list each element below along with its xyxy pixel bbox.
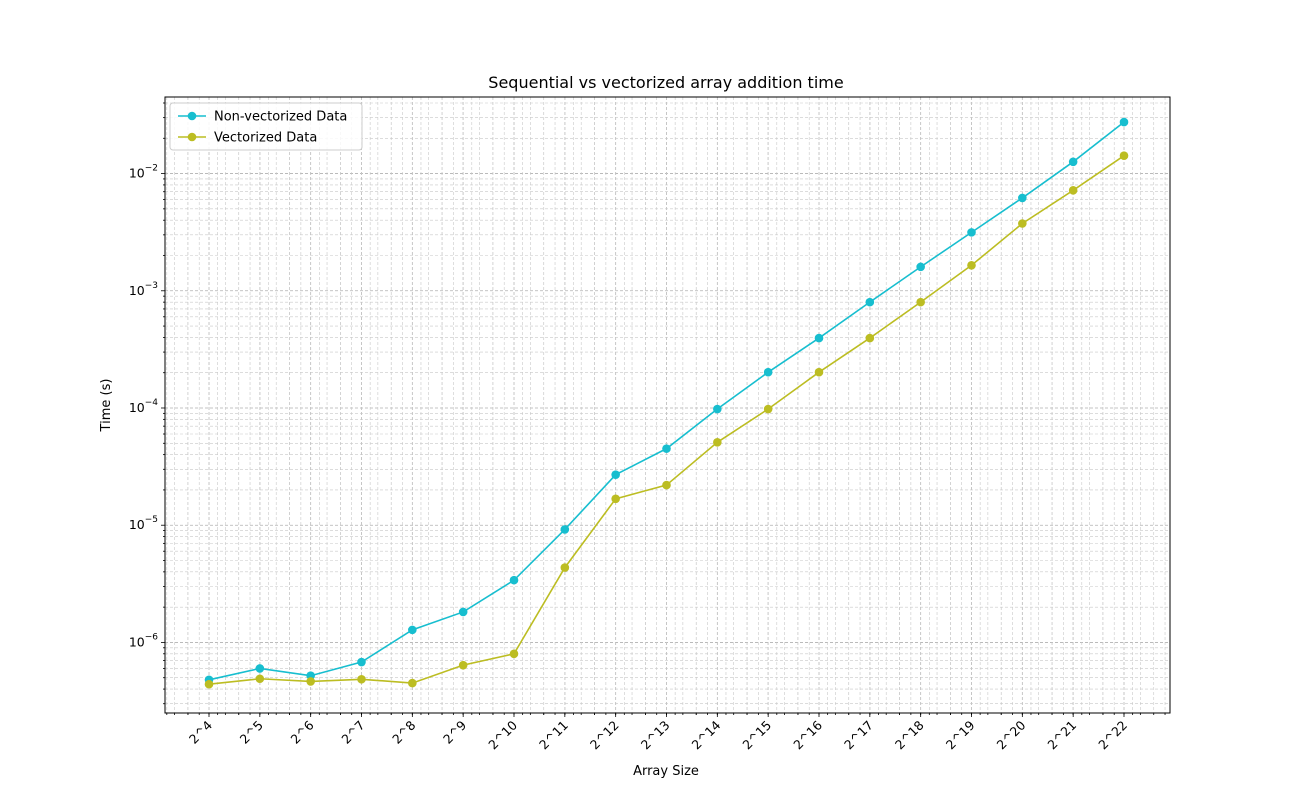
series-group bbox=[204, 117, 1129, 689]
series-1-point bbox=[357, 657, 366, 667]
y-tick-label: 10−2 bbox=[129, 164, 158, 181]
series-2-point bbox=[763, 404, 773, 414]
series-2-point bbox=[509, 649, 519, 659]
series-1-point bbox=[408, 625, 417, 635]
series-1-point bbox=[255, 664, 265, 673]
series-1-point bbox=[1018, 193, 1027, 203]
series-1-point bbox=[865, 297, 875, 307]
legend-label: Vectorized Data bbox=[214, 131, 317, 146]
plot-area bbox=[164, 96, 1171, 714]
series-2-point bbox=[916, 297, 925, 307]
x-tick-label: 2^18 bbox=[892, 717, 927, 752]
y-tick-label: 10−4 bbox=[129, 398, 158, 415]
series-2-point bbox=[713, 437, 722, 447]
series-2-point bbox=[1018, 219, 1027, 228]
series-2-point bbox=[458, 660, 468, 670]
series-2-point bbox=[408, 678, 417, 688]
series-1-point bbox=[662, 444, 671, 453]
series-2-point bbox=[967, 260, 976, 270]
x-tick-label: 2^10 bbox=[485, 717, 520, 752]
series-2-point bbox=[357, 674, 366, 684]
x-tick-label: 2^19 bbox=[943, 717, 978, 752]
series-2-point bbox=[611, 494, 620, 504]
y-tick-label: 10−5 bbox=[129, 515, 158, 532]
grid bbox=[165, 97, 1170, 713]
x-tick-label: 2^13 bbox=[638, 718, 673, 753]
x-tick-label: 2^4 bbox=[186, 717, 215, 746]
x-tick-label: 2^8 bbox=[389, 717, 418, 746]
series-1-point bbox=[763, 367, 773, 377]
series-line-1 bbox=[208, 121, 1125, 681]
series-2-point bbox=[1068, 185, 1078, 195]
x-tick-label: 2^22 bbox=[1095, 718, 1130, 753]
x-tick-label: 2^21 bbox=[1044, 718, 1079, 753]
series-1-point bbox=[814, 333, 824, 343]
series-2-point bbox=[814, 367, 824, 377]
x-tick-label: 2^7 bbox=[338, 718, 367, 747]
x-tick-label: 2^14 bbox=[689, 717, 724, 752]
series-1-point bbox=[916, 262, 925, 272]
y-tick-label: 10−6 bbox=[129, 632, 158, 649]
x-tick-label: 2^11 bbox=[536, 718, 571, 753]
legend-marker bbox=[187, 111, 197, 121]
series-1-point bbox=[1119, 117, 1129, 127]
x-tick-label: 2^6 bbox=[288, 717, 317, 746]
series-1-point bbox=[560, 525, 570, 534]
y-axis-label: Time (s) bbox=[99, 379, 114, 433]
series-1-point bbox=[967, 228, 976, 237]
legend-box bbox=[169, 102, 363, 151]
axis-ticks: 2^4 2^5 2^6 2^7 2^8 2^9 2^10 2^11 2^12 2^13 2^14 2^… bbox=[129, 102, 1166, 753]
series-1-point bbox=[509, 575, 519, 585]
series-1-point bbox=[611, 470, 620, 479]
x-tick-label: 2^12 bbox=[587, 718, 622, 753]
x-tick-label: 2^20 bbox=[994, 717, 1029, 752]
series-2-point bbox=[865, 333, 875, 343]
x-tick-label: 2^15 bbox=[739, 718, 774, 753]
series-1-point bbox=[458, 607, 468, 617]
series-2-point bbox=[560, 563, 570, 572]
y-tick-label: 10−3 bbox=[129, 281, 158, 298]
series-2-point bbox=[306, 677, 315, 686]
series-2-point bbox=[1119, 151, 1129, 161]
legend-label: Non-vectorized Data bbox=[214, 110, 347, 125]
series-2-point bbox=[255, 674, 265, 684]
chart-title: Sequential vs vectorized array addition … bbox=[488, 73, 843, 92]
legend: Non-vectorized Data Vectorized Data bbox=[169, 102, 363, 151]
series-2-point bbox=[204, 679, 214, 689]
legend-marker bbox=[187, 132, 197, 142]
x-tick-label: 2^5 bbox=[237, 718, 266, 747]
x-tick-label: 2^17 bbox=[841, 718, 876, 753]
x-axis-label: Array Size bbox=[633, 764, 699, 779]
x-tick-label: 2^9 bbox=[440, 717, 469, 746]
series-2-point bbox=[662, 480, 671, 490]
series-1-point bbox=[713, 404, 722, 414]
series-1-point bbox=[1068, 157, 1078, 167]
x-tick-label: 2^16 bbox=[790, 717, 825, 752]
